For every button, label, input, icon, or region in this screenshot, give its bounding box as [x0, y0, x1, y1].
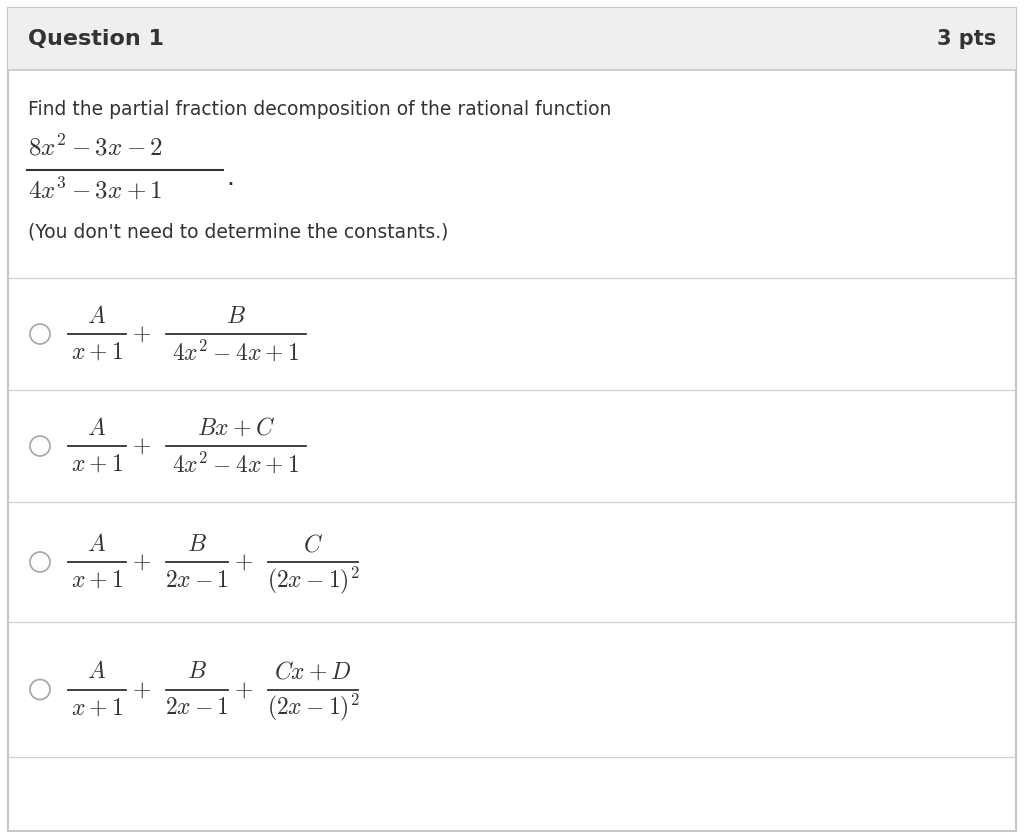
Text: $C$: $C$ [303, 532, 323, 556]
Text: .: . [226, 166, 234, 190]
Text: $4x^2 - 4x + 1$: $4x^2 - 4x + 1$ [172, 451, 300, 477]
Text: $A$: $A$ [87, 416, 106, 440]
Text: $8x^2 - 3x - 2$: $8x^2 - 3x - 2$ [28, 135, 163, 161]
Text: $+$: $+$ [234, 550, 253, 574]
Text: (You don't need to determine the constants.): (You don't need to determine the constan… [28, 222, 449, 241]
Text: $+$: $+$ [132, 550, 152, 574]
Text: $x + 1$: $x + 1$ [71, 568, 123, 592]
Text: $2x - 1$: $2x - 1$ [165, 568, 229, 592]
Text: $B$: $B$ [187, 532, 207, 556]
Text: $+$: $+$ [132, 322, 152, 346]
Text: $x + 1$: $x + 1$ [71, 696, 123, 720]
Text: $Cx + D$: $Cx + D$ [274, 659, 352, 684]
Text: $A$: $A$ [87, 304, 106, 328]
Text: $A$: $A$ [87, 659, 106, 684]
Text: $+$: $+$ [132, 434, 152, 458]
Text: $4x^3 - 3x + 1$: $4x^3 - 3x + 1$ [28, 177, 163, 203]
Text: $(2x - 1)^2$: $(2x - 1)^2$ [266, 565, 359, 596]
Text: $x + 1$: $x + 1$ [71, 452, 123, 476]
FancyBboxPatch shape [8, 8, 1016, 70]
Text: $+$: $+$ [234, 678, 253, 701]
Text: $B$: $B$ [226, 304, 246, 328]
Text: $2x - 1$: $2x - 1$ [165, 696, 229, 720]
Text: Question 1: Question 1 [28, 29, 164, 49]
Text: $x + 1$: $x + 1$ [71, 340, 123, 364]
Text: $Bx + C$: $Bx + C$ [197, 416, 275, 440]
Text: $4x^2 - 4x + 1$: $4x^2 - 4x + 1$ [172, 339, 300, 365]
FancyBboxPatch shape [8, 8, 1016, 831]
Text: $(2x - 1)^2$: $(2x - 1)^2$ [266, 692, 359, 723]
Text: 3 pts: 3 pts [937, 29, 996, 49]
Text: $A$: $A$ [87, 532, 106, 556]
Text: $B$: $B$ [187, 659, 207, 684]
Text: $+$: $+$ [132, 678, 152, 701]
Text: Find the partial fraction decomposition of the rational function: Find the partial fraction decomposition … [28, 100, 611, 119]
